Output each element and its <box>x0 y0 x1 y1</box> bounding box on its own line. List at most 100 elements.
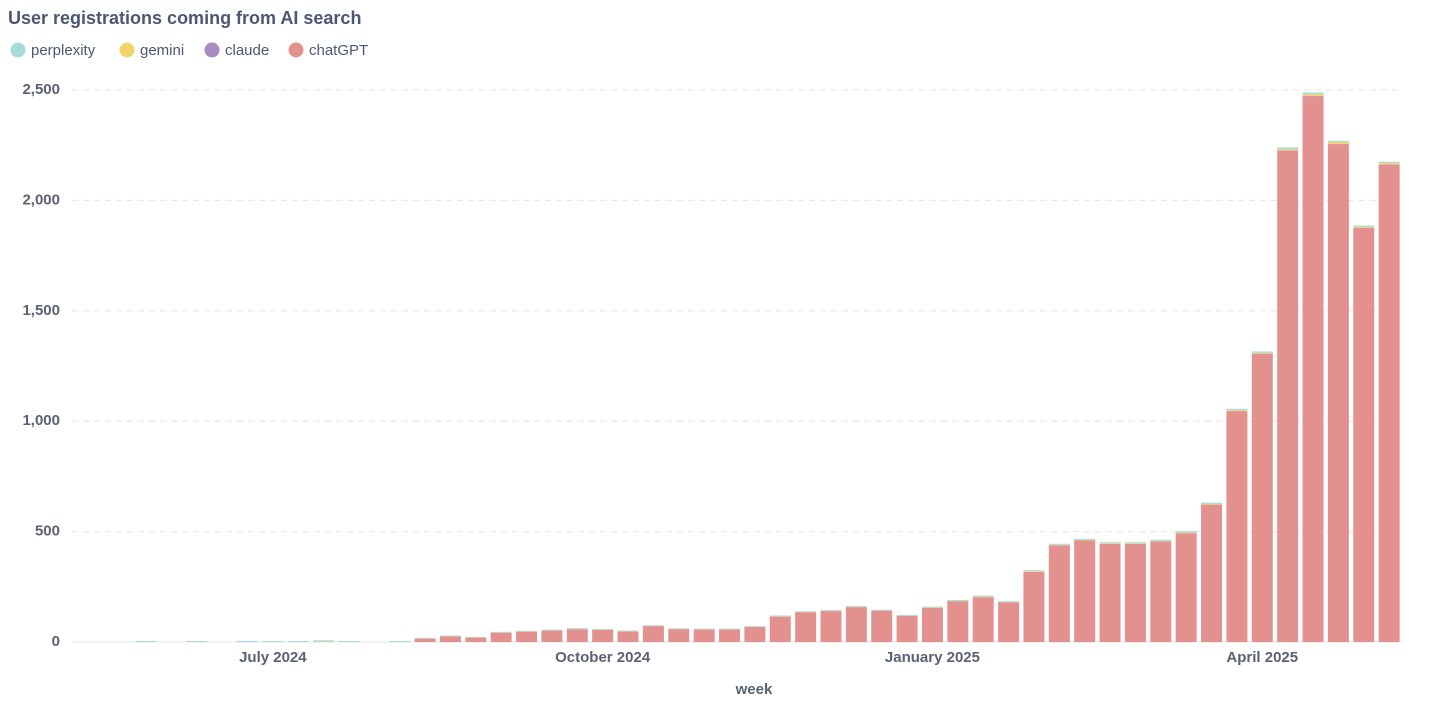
bar-segment <box>896 615 918 642</box>
bar-segment <box>1023 570 1045 572</box>
bar-segment <box>642 626 664 642</box>
bar-segment <box>490 632 512 642</box>
bar-segment <box>1201 504 1223 642</box>
bar-segment <box>516 630 538 632</box>
bar-segment <box>1226 411 1248 642</box>
bar-segment <box>1150 539 1172 542</box>
bar-segment <box>845 607 867 642</box>
bar-segment <box>1175 533 1197 642</box>
bar-segment <box>947 601 969 642</box>
bar-segment <box>465 637 487 642</box>
bar-segment <box>1201 502 1223 504</box>
bar-segment <box>1327 140 1349 143</box>
legend-marker <box>10 42 26 58</box>
x-tick-label: April 2025 <box>1226 649 1298 666</box>
bar-segment <box>1327 142 1349 144</box>
bar-segment <box>642 625 664 626</box>
bar-segment <box>744 626 766 642</box>
bar-segment <box>668 629 690 642</box>
bar-segment <box>744 626 766 627</box>
bar-segment <box>414 637 436 639</box>
bar-segment <box>1201 504 1223 505</box>
legend-marker <box>204 42 220 58</box>
bar-segment <box>617 631 639 642</box>
x-tick-label: October 2024 <box>555 649 651 666</box>
legend-label: claude <box>225 42 269 59</box>
bar-segment <box>1150 541 1172 642</box>
bar-segment <box>668 628 690 629</box>
bar-segment <box>795 611 817 612</box>
bar-segment <box>1251 352 1273 354</box>
bar-segment <box>896 614 918 616</box>
bar-segment <box>1251 353 1273 642</box>
bar-segment <box>693 628 715 630</box>
y-tick-label: 2,500 <box>22 81 60 98</box>
y-tick-label: 0 <box>52 633 60 650</box>
bar-segment <box>541 629 563 631</box>
bar-segment <box>338 640 360 642</box>
bar-segment <box>1175 531 1197 533</box>
bar-segment <box>313 640 335 642</box>
bar-segment <box>769 616 791 642</box>
y-tick-label: 2,000 <box>22 191 60 208</box>
bar-segment <box>795 612 817 642</box>
bar-segment <box>414 638 436 642</box>
bar-segment <box>617 630 639 632</box>
bar-segment <box>769 615 791 617</box>
legend-marker <box>119 42 135 58</box>
bar-segment <box>972 597 994 642</box>
bar-segment <box>1226 408 1248 411</box>
bar-segment <box>1023 571 1045 642</box>
bar-segment <box>871 609 893 611</box>
bar-segment <box>871 610 893 642</box>
bar-segment <box>1378 163 1400 165</box>
bar-segment <box>1353 228 1375 642</box>
bar-segment <box>1124 542 1146 544</box>
bar-segment <box>516 631 538 642</box>
bar-segment <box>1327 144 1349 642</box>
bar-segment <box>972 595 994 597</box>
bar-segment <box>1302 94 1324 96</box>
y-tick-label: 500 <box>35 523 60 540</box>
x-tick-label: January 2025 <box>885 649 980 666</box>
legend-marker <box>288 42 304 58</box>
bar-segment <box>490 631 512 633</box>
chart-title: User registrations coming from AI search <box>8 8 361 28</box>
bar-segment <box>1226 410 1248 412</box>
bar-segment <box>845 606 867 607</box>
bar-segment <box>1175 532 1197 534</box>
bar-segment <box>439 635 461 637</box>
bar-segment <box>566 628 588 629</box>
bar-segment <box>287 640 309 642</box>
bar-segment <box>1099 543 1121 642</box>
bar-segment <box>921 607 943 642</box>
legend-label: gemini <box>140 42 184 59</box>
bar-segment <box>236 640 258 642</box>
bar-segment <box>1277 147 1299 150</box>
bar-segment <box>921 606 943 608</box>
bar-segment <box>1074 540 1096 642</box>
bar-segment <box>998 601 1020 603</box>
bar-segment <box>693 629 715 642</box>
bar-segment <box>1302 92 1324 95</box>
bar-segment <box>719 628 741 630</box>
bar-segment <box>719 629 741 642</box>
x-tick-label: July 2024 <box>239 649 307 666</box>
bar-segment <box>1353 225 1375 227</box>
x-axis-label: week <box>735 681 773 698</box>
bar-segment <box>566 629 588 642</box>
bar-segment <box>1099 542 1121 544</box>
bar-segment <box>1074 538 1096 540</box>
bar-segment <box>1353 226 1375 228</box>
bar-segment <box>135 640 157 642</box>
bar-segment <box>1124 543 1146 642</box>
bar-segment <box>186 640 208 642</box>
bar-segment <box>947 600 969 601</box>
bar-segment <box>1048 543 1070 545</box>
bar-segment <box>1277 150 1299 642</box>
bar-segment <box>1048 545 1070 642</box>
y-tick-label: 1,000 <box>22 412 60 429</box>
bar-segment <box>1302 96 1324 643</box>
bar-segment <box>262 640 284 642</box>
